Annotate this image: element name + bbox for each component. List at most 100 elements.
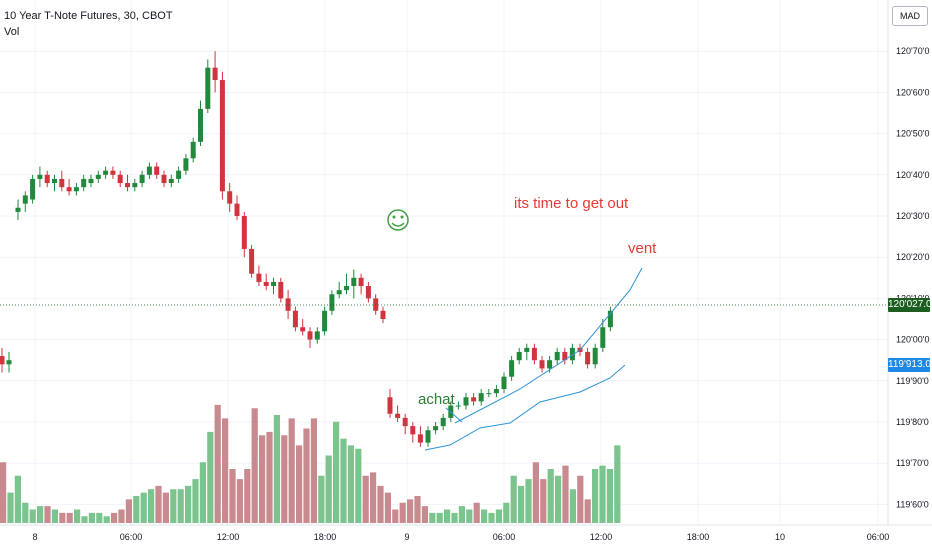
volume-bar xyxy=(436,512,443,523)
candle-body xyxy=(433,426,439,431)
volume-bar xyxy=(340,438,347,523)
candlesticks xyxy=(0,51,613,447)
chart-title: 10 Year T-Note Futures, 30, CBOT xyxy=(4,10,173,22)
candle-body xyxy=(227,191,233,204)
volume-bar xyxy=(347,445,354,523)
volume-bar xyxy=(177,489,184,523)
y-tick-label: 120'60'0 xyxy=(896,87,929,97)
volume-bar xyxy=(111,512,118,523)
volume-bar xyxy=(606,469,613,523)
candle-body xyxy=(88,178,94,184)
volume-bar xyxy=(451,512,458,523)
volume-bar xyxy=(0,462,7,523)
volume-bar xyxy=(547,469,554,523)
volume-bar xyxy=(399,502,406,523)
candle-body xyxy=(154,166,160,175)
candle-body xyxy=(569,347,575,361)
volume-bar xyxy=(584,499,591,523)
candle-body xyxy=(501,376,507,390)
volume-bar xyxy=(140,492,147,523)
volume-bar xyxy=(288,418,295,523)
candle-body xyxy=(271,281,276,287)
achat-pointer xyxy=(445,407,463,423)
volume-bar xyxy=(96,512,103,523)
volume-bar xyxy=(133,496,140,523)
volume-bar xyxy=(118,509,125,523)
candle-body xyxy=(66,187,72,192)
volume-bar xyxy=(310,418,317,523)
volume-bar xyxy=(355,448,362,523)
volume-bar xyxy=(555,475,562,523)
volume-bar xyxy=(207,431,214,523)
candle-body xyxy=(539,360,545,369)
volume-bar xyxy=(325,455,332,523)
currency-badge[interactable]: MAD xyxy=(892,6,928,26)
candle-body xyxy=(219,80,225,192)
volume-bar xyxy=(214,404,221,523)
candle-body xyxy=(486,393,492,395)
volume-bar xyxy=(281,435,288,523)
candle-body xyxy=(73,187,79,192)
x-tick-label: 8 xyxy=(32,532,37,542)
volume-bar xyxy=(473,502,480,523)
y-tick-label: 119'70'0 xyxy=(896,458,929,468)
x-tick-label: 10 xyxy=(775,532,785,542)
volume-bar xyxy=(525,479,532,523)
candle-body xyxy=(417,434,423,443)
candle-body xyxy=(44,174,50,184)
candle-body xyxy=(554,351,560,361)
volume-bar xyxy=(66,512,73,523)
x-tick-label: 12:00 xyxy=(590,532,613,542)
candle-body xyxy=(241,216,247,249)
volume-bar xyxy=(488,512,495,523)
volume-bar xyxy=(495,509,502,523)
candle-body xyxy=(410,426,416,435)
y-tick-label: 119'80'0 xyxy=(896,417,929,427)
candle-body xyxy=(117,174,123,184)
annotation-vent: vent xyxy=(628,240,657,257)
candle-body xyxy=(300,327,306,332)
candle-body xyxy=(292,310,298,328)
volume-bar xyxy=(510,475,517,523)
x-tick-label: 9 xyxy=(404,532,409,542)
volume-bar xyxy=(318,475,325,523)
upper-trend-line xyxy=(454,267,643,424)
volume-bar xyxy=(421,506,428,523)
candle-body xyxy=(110,170,116,175)
candle-body xyxy=(547,360,553,369)
candle-body xyxy=(344,286,349,291)
volume-bar xyxy=(296,445,303,523)
volume-bar xyxy=(37,506,44,523)
candle-body xyxy=(30,178,36,200)
volume-bar xyxy=(222,418,229,523)
candle-body xyxy=(263,281,269,287)
volume-bar xyxy=(148,489,155,523)
volume-bar xyxy=(29,509,36,523)
smiley-eye-left xyxy=(392,215,396,219)
volume-bar xyxy=(199,462,206,523)
y-tick-label: 119'60'0 xyxy=(896,499,929,509)
volume-bar xyxy=(244,469,251,523)
volume-bar xyxy=(251,408,258,523)
smiley-eye-right xyxy=(400,215,404,219)
candle-body xyxy=(600,327,606,348)
volume-bar xyxy=(592,469,599,523)
candle-body xyxy=(285,298,291,311)
smiley-icon xyxy=(387,209,409,231)
x-tick-label: 06:00 xyxy=(493,532,516,542)
candle-body xyxy=(103,170,109,175)
volume-bar xyxy=(266,431,273,523)
volume-bar xyxy=(444,509,451,523)
grid-lines xyxy=(0,0,888,525)
candle-body xyxy=(463,397,469,406)
candle-body xyxy=(585,351,591,365)
y-tick-label: 120'00'0 xyxy=(896,335,929,345)
candle-body xyxy=(139,174,145,184)
candle-body xyxy=(440,417,446,427)
last-price-tag: 120'027.0 xyxy=(888,298,932,312)
y-tick-label: 119'90'0 xyxy=(896,376,929,386)
candle-body xyxy=(387,397,393,414)
volume-bar xyxy=(185,485,192,523)
candle-body xyxy=(52,178,57,184)
